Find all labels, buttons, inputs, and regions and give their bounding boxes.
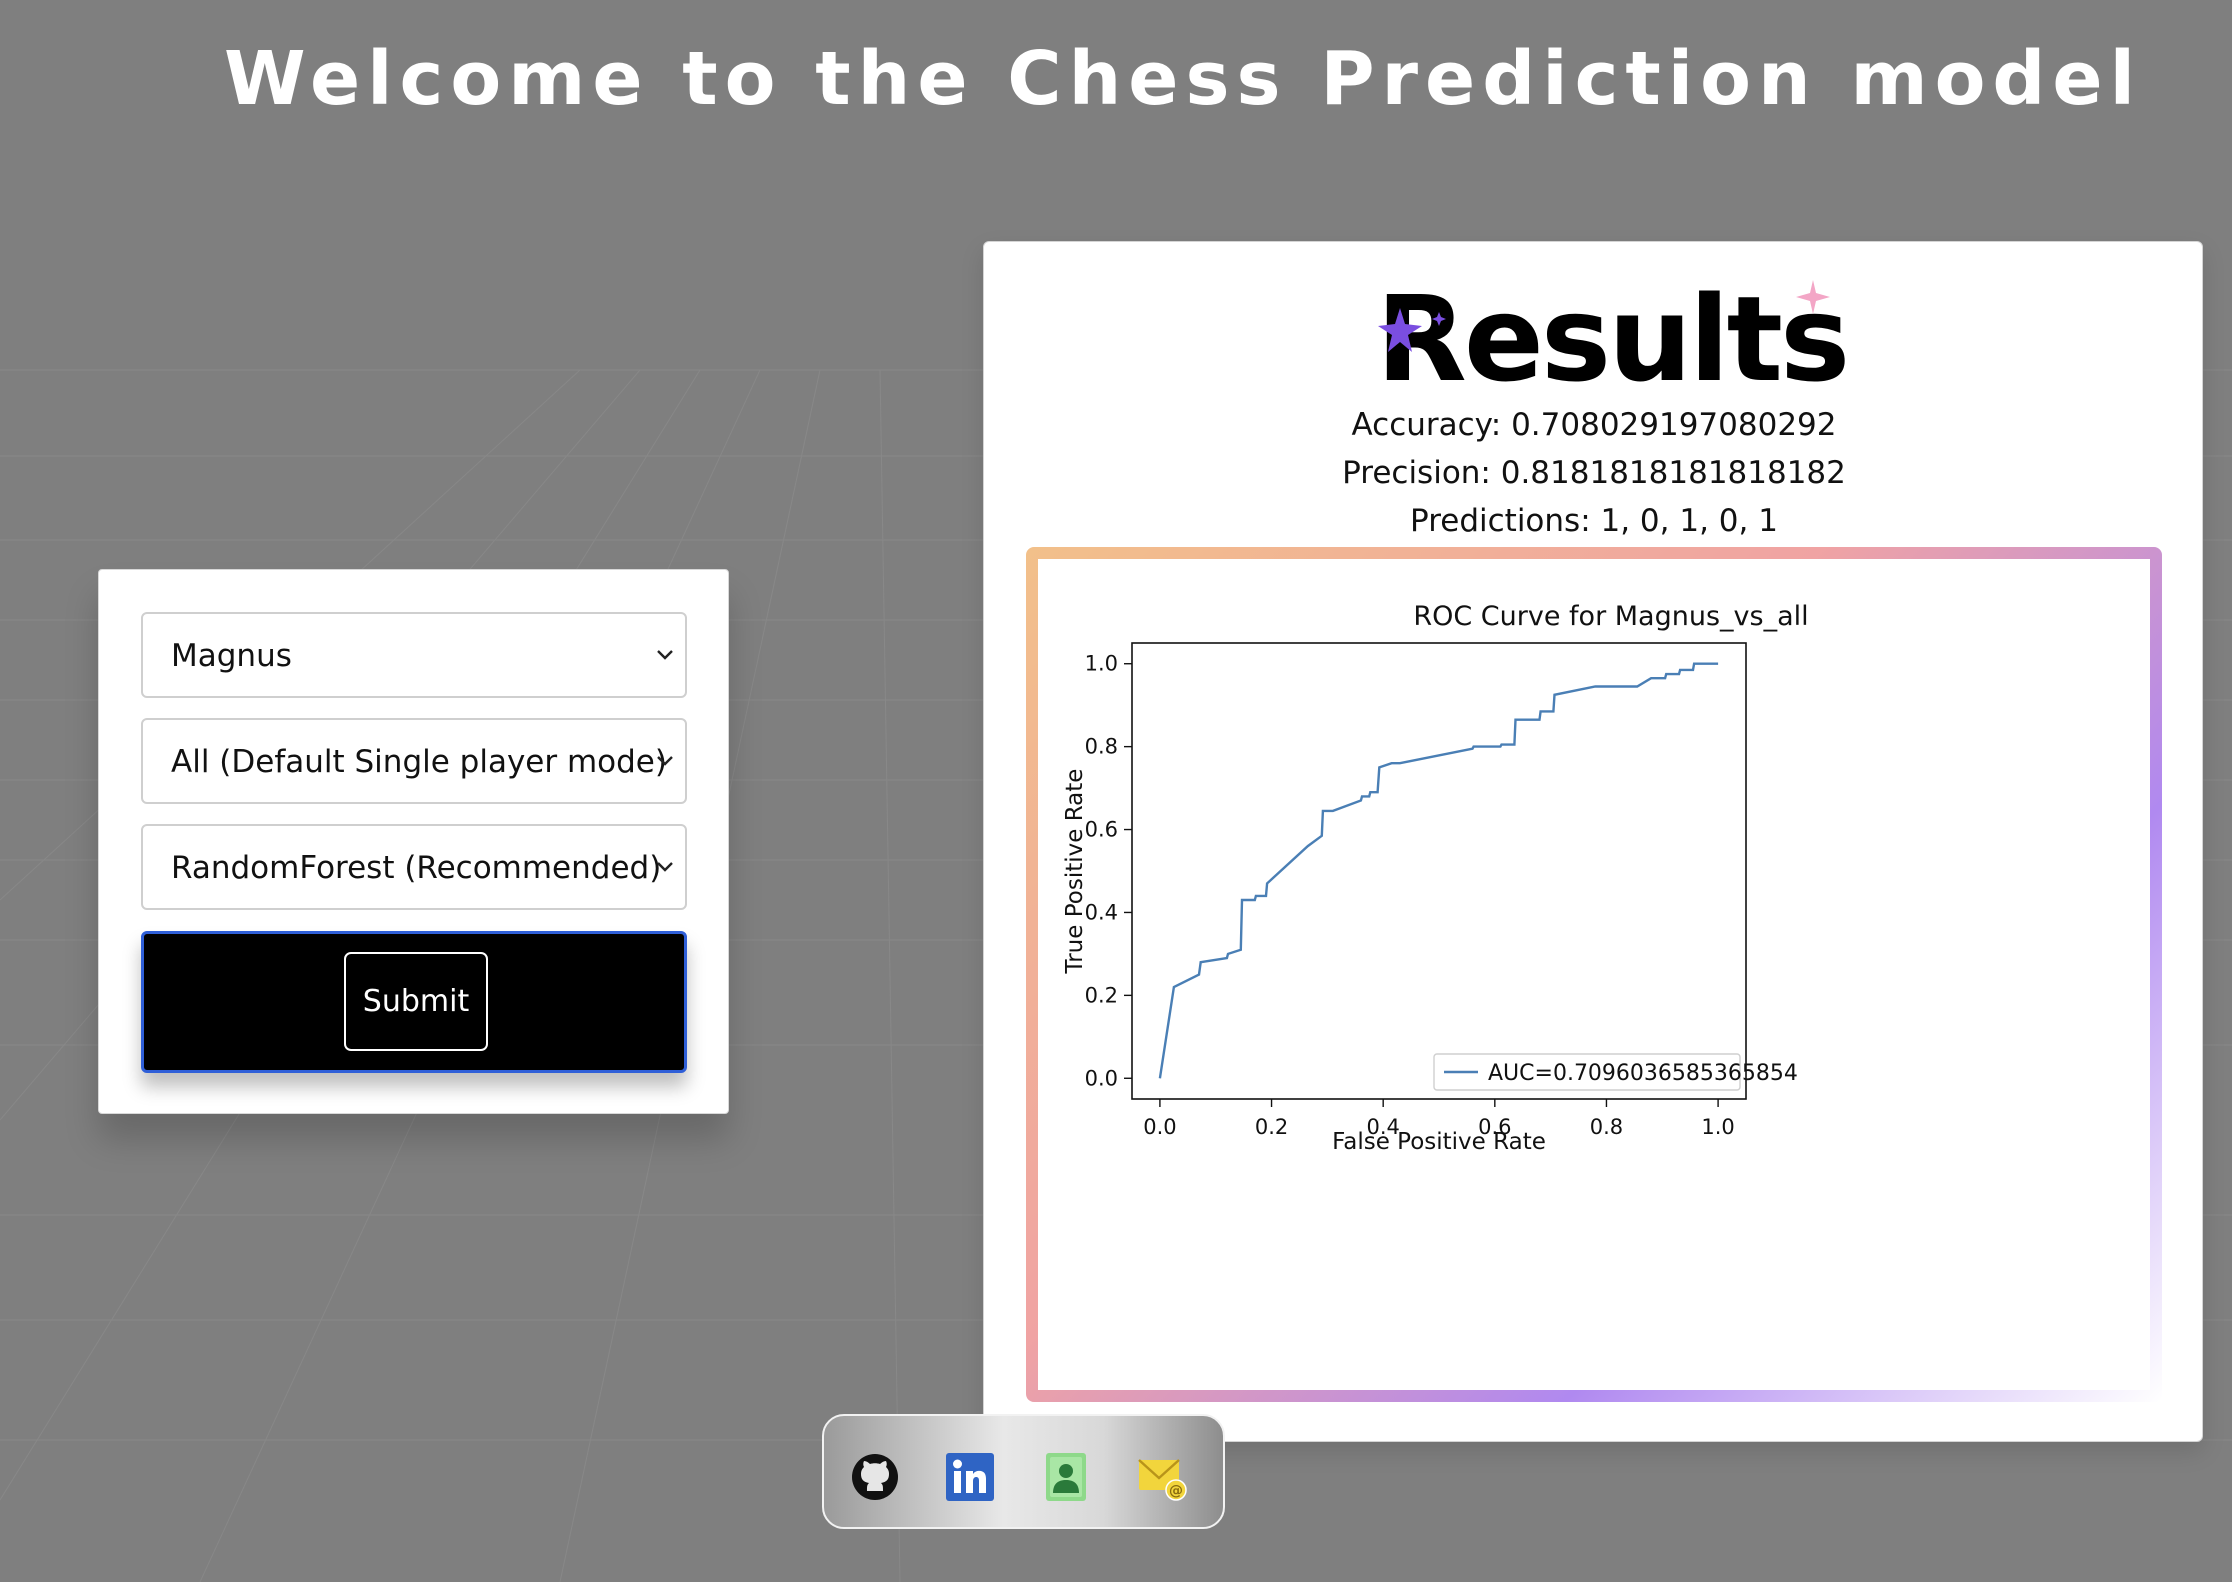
- model-select[interactable]: RandomForest (Recommended): [141, 824, 687, 910]
- y-tick-label: 0.4: [1085, 900, 1118, 924]
- small-star-icon: [1432, 312, 1446, 326]
- mode-select[interactable]: All (Default Single player mode): [141, 718, 687, 804]
- pink-sparkle-icon: [1796, 280, 1830, 314]
- legend-label: AUC=0.7096036585365854: [1488, 1061, 1798, 1086]
- results-panel: Results Accuracy: 0.708029197080292 Prec…: [983, 241, 2203, 1442]
- github-icon[interactable]: [850, 1452, 900, 1502]
- results-title-text: Results: [1376, 270, 1850, 408]
- svg-text:@: @: [1169, 1483, 1183, 1499]
- chart-title: ROC Curve for Magnus_vs_all: [1413, 601, 1808, 632]
- player-select-value: Magnus: [171, 638, 292, 674]
- accuracy-text: Accuracy: 0.708029197080292: [1351, 407, 1837, 443]
- x-axis-label: False Positive Rate: [1332, 1129, 1546, 1155]
- precision-text: Precision: 0.8181818181818182: [1342, 455, 1846, 491]
- y-tick-label: 0.6: [1085, 818, 1118, 842]
- predictions-text: Predictions: 1, 0, 1, 0, 1: [1410, 503, 1778, 539]
- submit-container: Submit: [141, 931, 687, 1073]
- social-links-bar: @: [822, 1414, 1225, 1529]
- y-axis-label: True Positive Rate: [1062, 769, 1088, 975]
- plot-area: [1131, 642, 1747, 1100]
- chevron-down-icon: [657, 862, 673, 872]
- roc-chart-container: ROC Curve for Magnus_vs_all 0.0 0.2 0.4 0.6…: [1038, 559, 2150, 1390]
- model-select-value: RandomForest (Recommended): [171, 850, 662, 886]
- chevron-down-icon: [657, 650, 673, 660]
- sparkle-star-icon: [1378, 308, 1422, 352]
- y-tick-label: 1.0: [1085, 652, 1118, 676]
- submit-button[interactable]: Submit: [344, 952, 488, 1051]
- x-tick-label: 0.6: [1478, 1115, 1511, 1139]
- x-tick-label: 0.8: [1590, 1115, 1623, 1139]
- x-tick-label: 0.4: [1366, 1115, 1399, 1139]
- contact-card-icon[interactable]: [1041, 1452, 1091, 1502]
- prediction-form: Magnus All (Default Single player mode) …: [98, 569, 729, 1114]
- roc-chart: ROC Curve for Magnus_vs_all 0.0 0.2 0.4 0.6…: [1062, 601, 1809, 1155]
- roc-curve-line: [1158, 662, 1719, 1079]
- player-select[interactable]: Magnus: [141, 612, 687, 698]
- y-tick-label: 0.8: [1085, 735, 1118, 759]
- x-tick-label: 0.2: [1255, 1115, 1288, 1139]
- x-tick-label: 1.0: [1701, 1115, 1734, 1139]
- linkedin-icon[interactable]: [945, 1452, 995, 1502]
- roc-chart-frame: ROC Curve for Magnus_vs_all 0.0 0.2 0.4 0.6…: [1026, 547, 2162, 1402]
- mode-select-value: All (Default Single player mode): [171, 744, 667, 780]
- x-tick-label: 0.0: [1143, 1115, 1176, 1139]
- email-icon[interactable]: @: [1137, 1452, 1187, 1502]
- legend: AUC=0.7096036585365854: [1433, 1053, 1798, 1091]
- results-heading: Results: [1376, 270, 1850, 408]
- chevron-down-icon: [657, 756, 673, 766]
- page-title: Welcome to the Chess Prediction model: [224, 36, 2142, 122]
- y-tick-label: 0.2: [1085, 983, 1118, 1007]
- y-tick-label: 0.0: [1085, 1066, 1118, 1090]
